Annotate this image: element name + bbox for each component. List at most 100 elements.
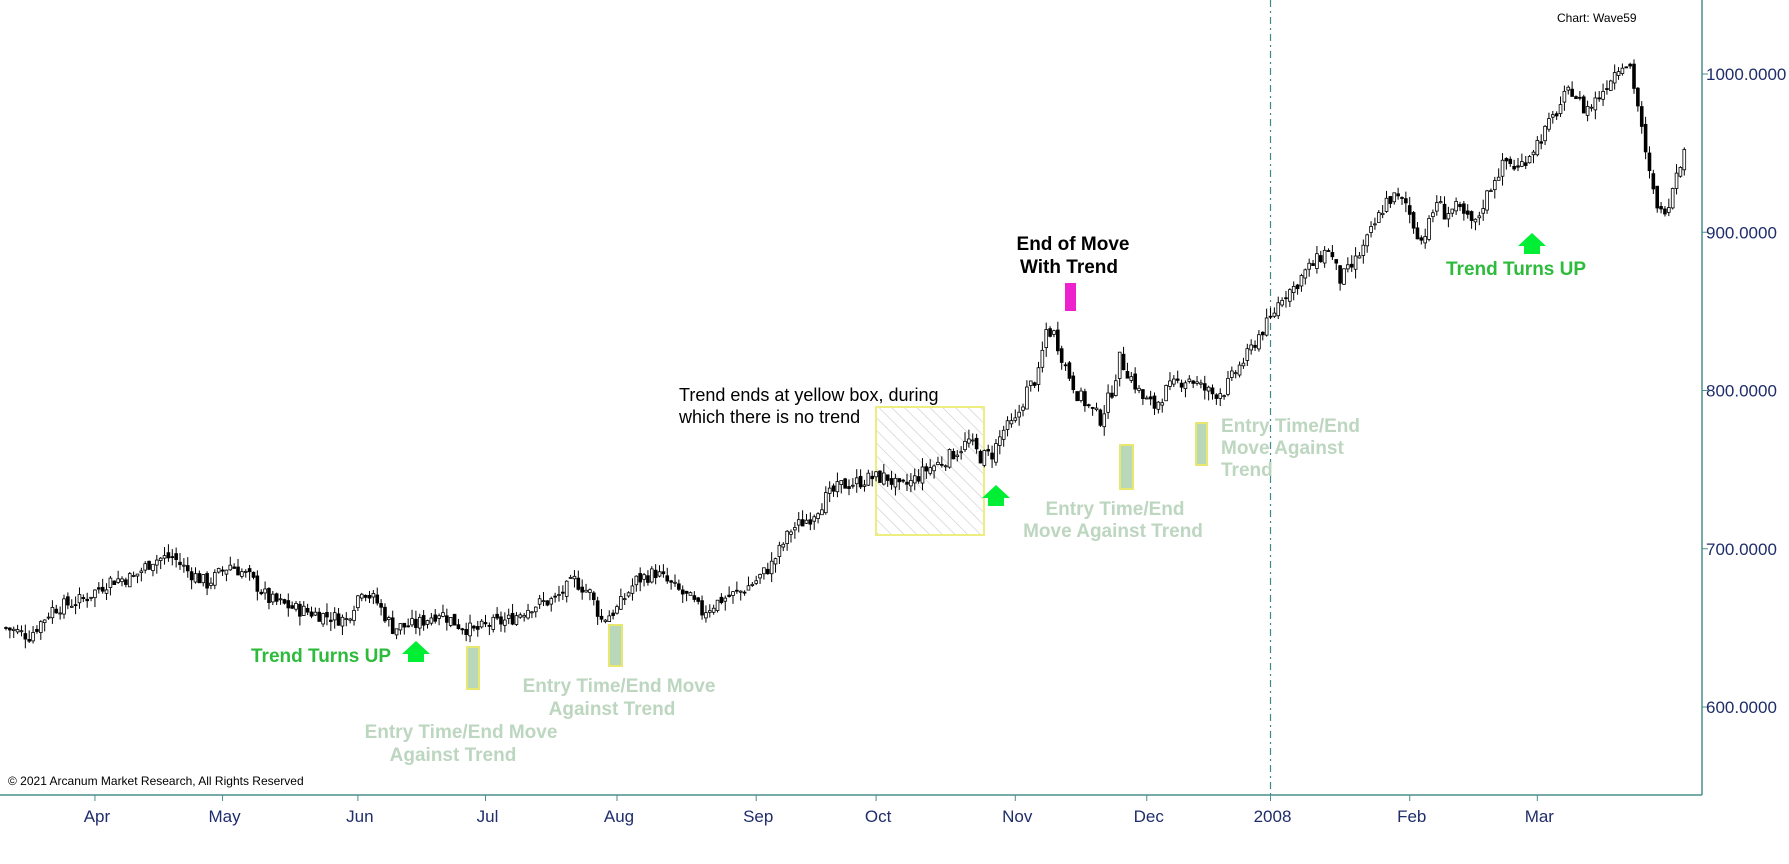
candle-body [406, 625, 410, 628]
candle-body [1612, 72, 1617, 84]
candle-body [1404, 198, 1408, 204]
candle-body [1222, 395, 1226, 398]
candle-body [89, 596, 93, 599]
candle-body [85, 598, 90, 602]
candle-body [1125, 371, 1130, 379]
candle-body [1083, 391, 1087, 407]
candle-body [1361, 244, 1366, 256]
candle-body [1388, 196, 1393, 204]
candle-body [711, 607, 716, 613]
candle-body [1075, 391, 1079, 402]
entry-box-1 [466, 646, 480, 690]
candle-body [808, 519, 813, 525]
candle-body [93, 589, 97, 599]
candle-body [553, 595, 557, 598]
candle-body [131, 575, 136, 577]
candle-body [1191, 380, 1195, 384]
candle-body [1257, 334, 1261, 350]
candle-body [1187, 378, 1192, 382]
candle-body [1523, 162, 1528, 166]
candle-body [1249, 344, 1253, 351]
candle-body [73, 604, 78, 607]
candle-body [785, 530, 789, 544]
entry-box-3 [1119, 444, 1134, 490]
x-tick-label: Jul [477, 807, 499, 826]
candle-body [882, 472, 886, 485]
candle-body [1469, 211, 1474, 221]
candle-body [1090, 407, 1095, 409]
trend-up-arrow-1 [402, 641, 430, 662]
candle-body [665, 575, 670, 582]
candle-body [1624, 66, 1629, 69]
candle-body [100, 586, 105, 592]
candle-body [986, 449, 991, 452]
end-of-move-box [1065, 283, 1076, 311]
candle-body [348, 618, 352, 621]
candle-body [1485, 190, 1489, 211]
candle-body [630, 585, 635, 594]
x-tick-label: Sep [743, 807, 773, 826]
candle-body [147, 560, 151, 570]
candle-body [1245, 348, 1250, 361]
candle-body [970, 439, 975, 442]
candle-body [31, 632, 35, 642]
candle-body [839, 480, 844, 485]
candle-body [619, 596, 623, 610]
candle-body [1531, 151, 1536, 156]
candle-body [1086, 404, 1091, 407]
candle-body [1632, 63, 1636, 89]
entry-label-4-line-3: Trend [1221, 460, 1273, 481]
candle-body [584, 589, 588, 593]
candle-body [1392, 192, 1397, 203]
candle-body [1141, 389, 1145, 399]
candle-body [189, 571, 194, 581]
candle-body [943, 465, 948, 468]
candle-body [1659, 206, 1663, 210]
entry-label-1-line-2: Against Trend [390, 745, 517, 766]
candle-body [1674, 172, 1679, 189]
candle-body [1380, 212, 1385, 216]
candle-body [522, 615, 526, 618]
candle-body [1284, 297, 1288, 300]
candle-body [112, 580, 117, 585]
candle-body [329, 619, 333, 622]
candle-body [912, 475, 917, 484]
candle-body [982, 450, 987, 466]
candle-body [1620, 67, 1625, 74]
candle-body [1636, 87, 1640, 107]
candle-body [445, 615, 449, 623]
candle-body [928, 467, 933, 474]
candle-body [267, 588, 271, 603]
candle-body [441, 612, 445, 617]
candle-body [429, 617, 434, 624]
candle-body [124, 579, 128, 585]
candle-body [561, 591, 565, 594]
candle-body [182, 564, 186, 567]
candle-body [1628, 63, 1632, 67]
candle-body [692, 595, 697, 600]
candle-body [193, 573, 198, 583]
candle-body [1504, 158, 1509, 162]
candle-body [1516, 165, 1520, 168]
candle-body [746, 585, 751, 591]
candle-body [1411, 212, 1416, 229]
candle-body [1543, 125, 1547, 142]
candle-body [1098, 409, 1103, 426]
candle-body [1581, 96, 1586, 114]
candle-body [1291, 286, 1296, 294]
candle-body [483, 622, 488, 625]
trend-ends-note-line-2: which there is no trend [678, 407, 860, 427]
candle-body [1465, 210, 1470, 215]
candle-body [870, 475, 875, 480]
candle-body [1079, 390, 1083, 401]
candle-body [1438, 201, 1443, 204]
candle-body [1481, 208, 1485, 214]
candle-body [174, 553, 178, 560]
candle-body [139, 570, 144, 573]
candle-body [742, 591, 747, 594]
candle-body [151, 563, 155, 571]
candle-body [108, 577, 113, 588]
candle-body [947, 449, 952, 468]
candle-body [1570, 88, 1574, 97]
candle-body [332, 612, 337, 621]
